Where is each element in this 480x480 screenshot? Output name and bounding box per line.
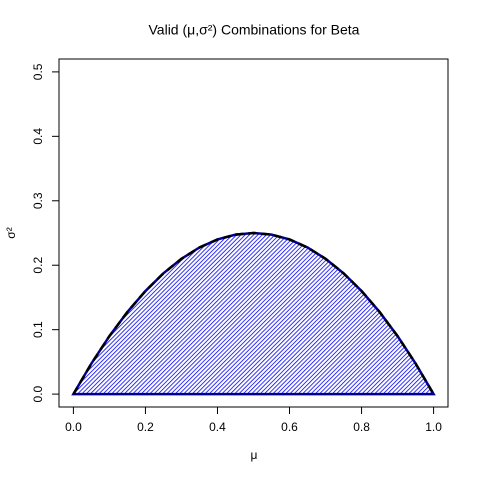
y-tick-label: 0.3 [31, 192, 45, 209]
x-tick-label: 0.4 [209, 420, 226, 434]
y-tick-label: 0.2 [31, 257, 45, 274]
y-tick-label: 0.0 [31, 385, 45, 402]
x-axis-label: μ [251, 448, 258, 462]
x-tick-label: 0.8 [353, 420, 370, 434]
y-tick-label: 0.4 [31, 128, 45, 145]
y-tick-label: 0.1 [31, 321, 45, 338]
area-outline [72, 231, 435, 395]
x-tick-label: 0.6 [281, 420, 298, 434]
y-tick-label: 0.5 [31, 63, 45, 80]
chart-title: Valid (μ,σ²) Combinations for Beta [149, 22, 360, 38]
x-tick-label: 0.2 [137, 420, 154, 434]
x-tick-label: 0.0 [65, 420, 82, 434]
x-tick-label: 1.0 [425, 420, 442, 434]
y-axis-label: σ² [4, 227, 18, 238]
